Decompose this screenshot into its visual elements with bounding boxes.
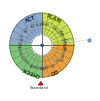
Text: ACT: ACT bbox=[24, 27, 31, 34]
Text: ACT: ACT bbox=[24, 14, 37, 23]
Text: CHECK: CHECK bbox=[21, 65, 41, 77]
Text: PLAN: PLAN bbox=[45, 14, 61, 24]
Text: PLAN-DO-PLAN: PLAN-DO-PLAN bbox=[57, 29, 66, 52]
Polygon shape bbox=[38, 81, 43, 85]
Circle shape bbox=[32, 35, 52, 55]
Wedge shape bbox=[10, 13, 42, 45]
Text: PLAN-DO: PLAN-DO bbox=[50, 25, 62, 37]
Text: DO-CHECK: DO-CHECK bbox=[20, 52, 34, 66]
Text: PLAN-DO-CHECK: PLAN-DO-CHECK bbox=[57, 37, 66, 62]
Text: DO: DO bbox=[48, 67, 58, 75]
Text: DO-CHECK: DO-CHECK bbox=[38, 61, 54, 69]
Text: PLAN-ACT: PLAN-ACT bbox=[18, 33, 25, 48]
Text: Standard: Standard bbox=[30, 86, 49, 90]
Text: PLAN: PLAN bbox=[42, 22, 50, 28]
Text: CHECK-ACT: CHECK-ACT bbox=[29, 61, 46, 69]
Text: CHECK: CHECK bbox=[19, 44, 25, 55]
FancyBboxPatch shape bbox=[41, 44, 43, 46]
Circle shape bbox=[41, 44, 43, 46]
Text: ACT-PLAN: ACT-PLAN bbox=[30, 22, 45, 29]
Wedge shape bbox=[42, 13, 74, 45]
Wedge shape bbox=[10, 45, 42, 77]
Text: DO: DO bbox=[53, 56, 59, 62]
Wedge shape bbox=[42, 45, 74, 77]
